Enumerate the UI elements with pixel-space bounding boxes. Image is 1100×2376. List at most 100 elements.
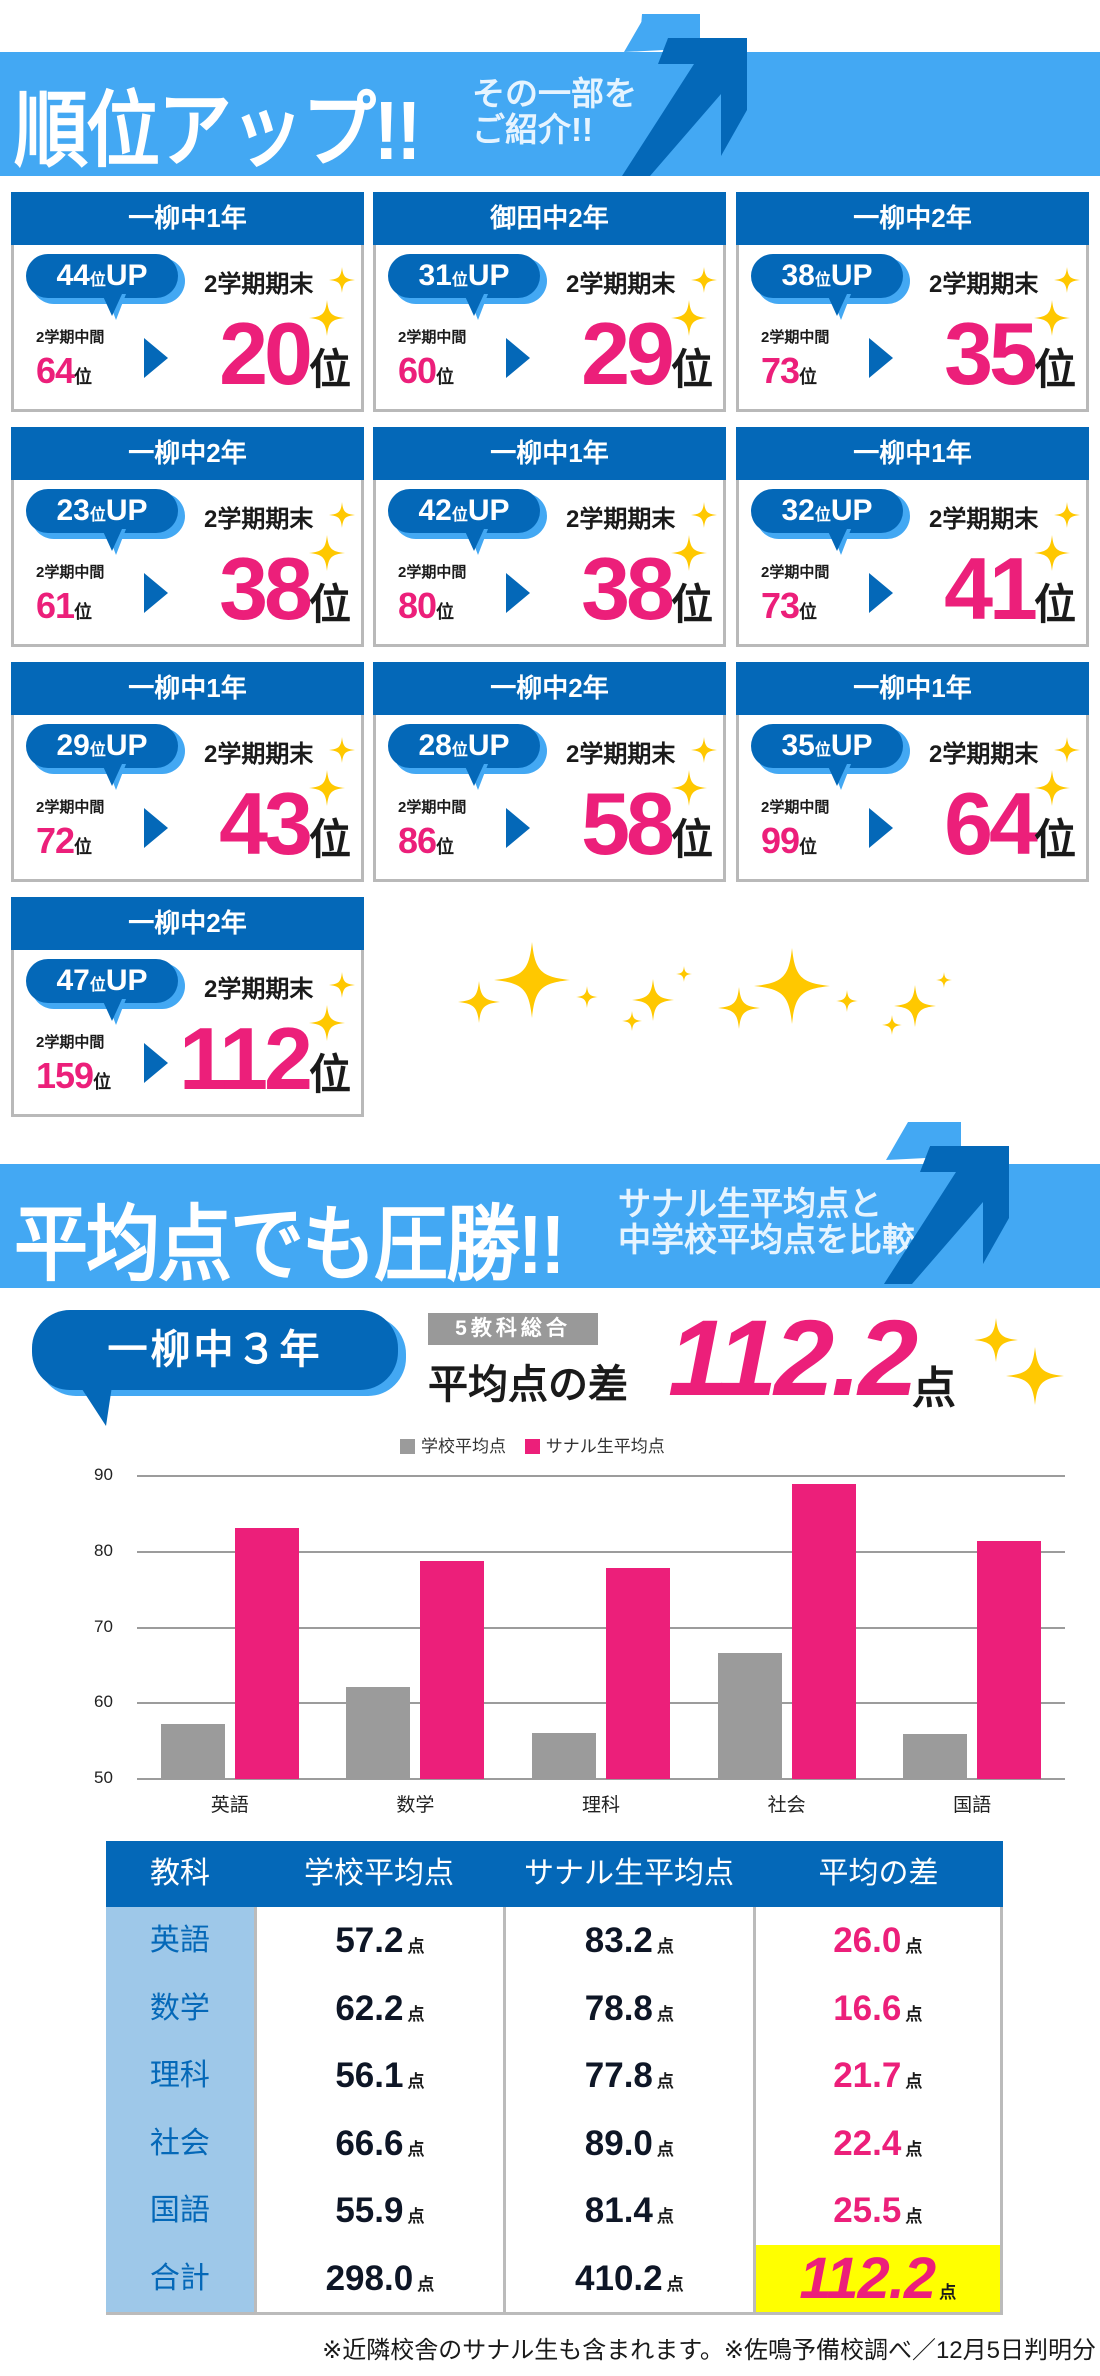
rank-up-count: 35 — [781, 729, 815, 762]
bar-school-average — [717, 1653, 782, 1779]
cell-unit: 点 — [417, 2274, 435, 2294]
subject-column: 英語 数学 理科 社会 国語 合計 — [106, 1907, 254, 2312]
final-term-rank: 41位 — [944, 539, 1076, 638]
mid-term-rank: 60位 — [398, 350, 455, 391]
total-diff-highlight: 112.2 点 — [755, 2244, 1000, 2312]
mid-term-rank: 61位 — [36, 585, 93, 626]
mid-term-rank: 73位 — [761, 350, 818, 391]
play-arrow-icon — [869, 338, 893, 378]
sparkle-icon — [671, 292, 707, 344]
rank-up-count: 31 — [418, 259, 452, 292]
speech-bubble-shape — [26, 959, 185, 1025]
rank-up-bubble: 47位UP — [26, 959, 185, 1025]
cell-unit: 点 — [905, 2207, 923, 2226]
sparkle-icon — [309, 762, 345, 814]
card-school-header: 一柳中2年 — [11, 427, 364, 480]
sparkle-icon — [836, 988, 858, 1014]
rank-up-text: 23位UP — [56, 494, 148, 527]
sparkle-icon — [1034, 292, 1070, 344]
y-axis-tick: 90 — [94, 1465, 113, 1484]
mid-term-label: 2学期中間 — [398, 799, 467, 816]
rank-up-text: 42位UP — [418, 494, 510, 527]
sparkle-icon — [309, 292, 345, 344]
sparkle-icon — [576, 984, 598, 1010]
card-school-header: 一柳中1年 — [373, 427, 726, 480]
rank-up-text: 32位UP — [781, 494, 873, 527]
rank-up-bubble: 28位UP — [388, 724, 547, 790]
final-term-label: 2学期期末 — [929, 506, 1039, 533]
table-cell-diff: 25.5 点 — [756, 2177, 1000, 2245]
card-school-header: 一柳中2年 — [736, 192, 1089, 245]
final-term-label: 2学期期末 — [929, 741, 1039, 768]
play-arrow-icon — [506, 808, 530, 848]
up-arrow-icon — [884, 1122, 1009, 1284]
rank-card: 一柳中1年 35位UP 2学期期末 2学期中間 99位 64位 — [736, 662, 1089, 882]
rank-up-bubble: 44位UP — [26, 254, 185, 320]
rank-up-count: 29 — [56, 729, 90, 762]
table-cell-school: 62.2 点 — [257, 1975, 503, 2043]
rank-up-bubble: 29位UP — [26, 724, 185, 790]
rank-card: 一柳中2年 23位UP 2学期期末 2学期中間 61位 38位 — [11, 427, 364, 647]
bar-sanaru-average — [606, 1568, 670, 1779]
cell-unit: 点 — [666, 2274, 684, 2294]
table-cell-sanaru: 78.8 点 — [506, 1975, 752, 2043]
speech-bubble-shape — [32, 1310, 406, 1426]
cell-value: 62.2 — [335, 1988, 404, 2028]
card-school-header: 一柳中2年 — [373, 662, 726, 715]
sparkle-icon — [309, 997, 345, 1049]
rank-up-text: 35位UP — [781, 729, 873, 762]
speech-bubble-shape — [388, 489, 547, 555]
table-header: 教科 学校平均点 サナル生平均点 平均の差 — [106, 1841, 1003, 1907]
speech-bubble-shape — [388, 724, 547, 790]
table-cell-school: 298.0 点 — [257, 2245, 503, 2313]
gridline — [137, 1626, 1065, 1629]
mid-term-label: 2学期中間 — [761, 799, 830, 816]
rank-up-count: 42 — [418, 494, 452, 527]
gridline — [137, 1475, 1065, 1477]
final-term-rank: 29位 — [581, 304, 713, 403]
cell-value: 77.8 — [584, 2056, 653, 2095]
cell-value: 410.2 — [575, 2258, 663, 2298]
banner-subtitle: その一部を ご紹介!! — [472, 76, 637, 148]
mid-term-rank: 64位 — [36, 350, 93, 391]
mid-term-rank: 73位 — [761, 585, 818, 626]
final-term-rank: 64位 — [944, 774, 1076, 873]
cell-unit: 点 — [407, 2139, 425, 2159]
bar-sanaru-average — [977, 1541, 1042, 1779]
banner-subtitle-line2: 中学校平均点を比較 — [618, 1221, 915, 1258]
cell-unit: 点 — [656, 1937, 674, 1956]
table-cell-diff: 22.4 点 — [756, 2110, 1000, 2178]
sparkle-icon — [1006, 1338, 1064, 1414]
cell-value: 25.5 — [833, 2191, 902, 2230]
final-term-label: 2学期期末 — [204, 741, 314, 768]
average-diff-label: 平均点の差 — [428, 1363, 628, 1407]
cell-value: 22.4 — [833, 2123, 902, 2163]
gridline — [137, 1778, 1065, 1780]
bar-sanaru-average — [420, 1560, 485, 1779]
final-term-label: 2学期期末 — [204, 271, 314, 298]
rank-card: 一柳中2年 28位UP 2学期期末 2学期中間 86位 58位 — [373, 662, 726, 882]
table-cell-sanaru: 410.2 点 — [506, 2245, 752, 2313]
speech-bubble-shape — [751, 489, 910, 555]
cell-unit: 点 — [656, 2004, 674, 2024]
rank-card: 一柳中1年 44位UP 2学期期末 2学期中間 64位 20位 — [11, 192, 364, 412]
rank-card: 一柳中1年 32位UP 2学期期末 2学期中間 73位 41位 — [736, 427, 1089, 647]
legend-swatch — [400, 1439, 415, 1454]
table-cell-subject: 国語 — [149, 2194, 210, 2227]
rank-up-count: 23 — [56, 494, 90, 527]
bar-school-average — [160, 1724, 225, 1779]
rank-up-count: 32 — [781, 494, 815, 527]
footnote: ※近隣校舎のサナル生も含まれます。※佐鳴予備校調べ／12月5日判明分 — [322, 2337, 1096, 2364]
speech-bubble-shape — [751, 254, 910, 320]
school-average-column: 57.2 点 62.2 点 56.1 点 66.6 点 55.9 点 298.0 点 — [253, 1907, 504, 2313]
final-term-label: 2学期期末 — [204, 506, 314, 533]
speech-bubble-shape — [26, 489, 185, 555]
legend-item-school: 学校平均点 — [400, 1437, 506, 1456]
mid-term-rank: 99位 — [761, 820, 818, 861]
bar-sanaru-average — [791, 1483, 856, 1779]
mid-term-rank: 86位 — [398, 820, 455, 861]
cell-value: 66.6 — [335, 2123, 404, 2163]
average-diff-unit: 点 — [912, 1364, 956, 1413]
cell-unit: 点 — [407, 2004, 425, 2024]
play-arrow-icon — [869, 808, 893, 848]
